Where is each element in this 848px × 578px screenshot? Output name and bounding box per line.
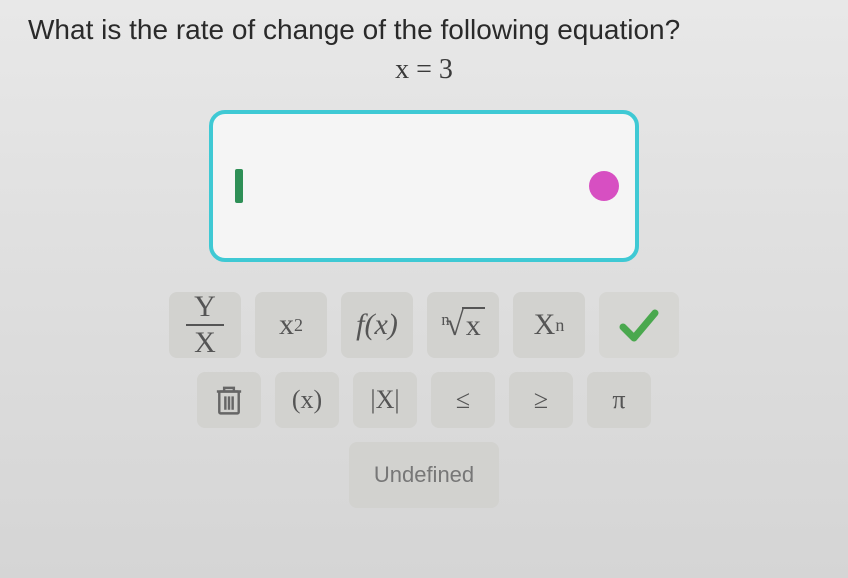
fraction-denominator: X (194, 326, 216, 358)
toolbar-row-3: Undefined (349, 442, 499, 508)
subscript-sub: n (555, 315, 564, 336)
greater-equal-button[interactable]: ≥ (509, 372, 573, 428)
exponent-base: x (279, 308, 294, 342)
nth-root-button[interactable]: n √ x (427, 292, 499, 358)
function-button[interactable]: f(x) (341, 292, 413, 358)
pi-button[interactable]: π (587, 372, 651, 428)
less-equal-button[interactable]: ≤ (431, 372, 495, 428)
delete-button[interactable] (197, 372, 261, 428)
checkmark-icon (615, 301, 663, 349)
parentheses-button[interactable]: (x) (275, 372, 339, 428)
subscript-base: X (534, 308, 556, 342)
undefined-button[interactable]: Undefined (349, 442, 499, 508)
subscript-button[interactable]: Xn (513, 292, 585, 358)
drag-handle-dot[interactable] (589, 171, 619, 201)
fraction-numerator: Y (186, 292, 224, 326)
question-text: What is the rate of change of the follow… (0, 0, 848, 48)
root-radicand: x (462, 307, 485, 343)
toolbar-row-1: Y X x2 f(x) n √ x Xn (169, 292, 679, 358)
math-toolbar: Y X x2 f(x) n √ x Xn (0, 292, 848, 508)
root-index: n (441, 310, 449, 330)
answer-input-box[interactable] (209, 110, 639, 262)
fraction-button[interactable]: Y X (169, 292, 241, 358)
exponent-button[interactable]: x2 (255, 292, 327, 358)
exponent-power: 2 (294, 315, 303, 336)
toolbar-row-2: (x) |X| ≤ ≥ π (197, 372, 651, 428)
submit-check-button[interactable] (599, 292, 679, 358)
trash-icon (212, 383, 246, 417)
absolute-value-button[interactable]: |X| (353, 372, 417, 428)
equation-text: x = 3 (0, 54, 848, 86)
text-cursor (235, 169, 243, 203)
